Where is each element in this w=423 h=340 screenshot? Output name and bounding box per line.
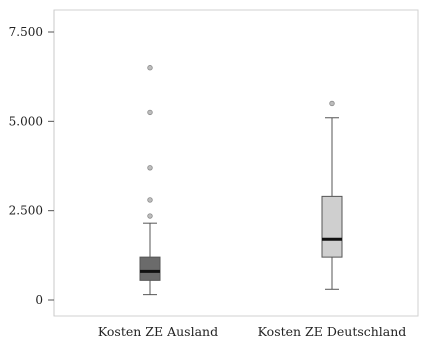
boxes	[139, 65, 343, 296]
y-axis: 0 2.500 5.000 7.500	[9, 25, 54, 307]
outlier-point	[147, 165, 153, 171]
outlier-point	[147, 65, 153, 71]
outlier-point	[329, 100, 335, 107]
x-category-label: Kosten ZE Ausland	[98, 324, 218, 339]
outlier-point	[147, 109, 153, 116]
y-tick-label: 7.500	[9, 25, 43, 39]
y-tick-label: 2.500	[9, 204, 43, 218]
y-tick-label: 5.000	[9, 114, 43, 128]
box-group	[139, 65, 161, 296]
box-iqr	[139, 256, 161, 281]
box-iqr	[321, 195, 343, 258]
x-category-label: Kosten ZE Deutschland	[258, 324, 407, 339]
y-tick-label: 0	[35, 293, 43, 307]
outlier-point	[147, 197, 153, 203]
x-axis: Kosten ZE Ausland Kosten ZE Deutschland	[98, 324, 406, 339]
box-group	[321, 100, 343, 290]
outlier-point	[147, 213, 153, 219]
plot-frame	[53, 9, 419, 317]
